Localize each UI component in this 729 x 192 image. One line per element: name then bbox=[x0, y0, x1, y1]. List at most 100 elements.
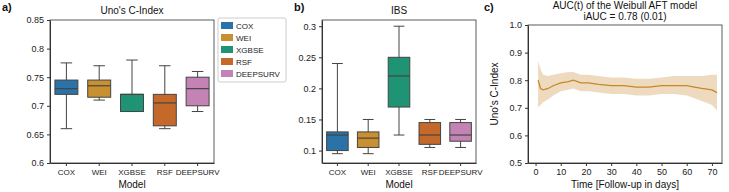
tick-mark bbox=[132, 163, 133, 166]
tick-mark bbox=[429, 163, 430, 166]
tick-mark bbox=[66, 163, 67, 166]
tick: 0.75 bbox=[26, 73, 50, 83]
tick-mark bbox=[525, 25, 528, 26]
tick-label: 50 bbox=[657, 167, 667, 177]
tick: 1.0 bbox=[509, 20, 528, 30]
tick-mark bbox=[47, 49, 50, 50]
tick-mark bbox=[319, 57, 322, 58]
tick-mark bbox=[164, 163, 165, 166]
median bbox=[388, 75, 410, 76]
tick-label: 0 bbox=[534, 167, 539, 177]
tick-label: 0.7 bbox=[509, 103, 522, 113]
x-axis-title: Time [Follow-up in days] bbox=[571, 179, 679, 190]
axis-line bbox=[529, 163, 723, 164]
tick-label: WEI bbox=[92, 168, 107, 177]
tick-label: 60 bbox=[682, 167, 692, 177]
whisker-cap bbox=[363, 119, 374, 120]
legend-label: RSF bbox=[236, 58, 252, 67]
tick-mark bbox=[460, 163, 461, 166]
legend-label: WEI bbox=[236, 34, 251, 43]
tick-mark bbox=[611, 163, 612, 166]
box bbox=[121, 94, 144, 111]
tick: COX bbox=[329, 163, 347, 177]
whisker-cap bbox=[192, 71, 203, 72]
tick-mark bbox=[525, 135, 528, 136]
tick-label: RSF bbox=[157, 168, 173, 177]
legend-box bbox=[218, 18, 286, 82]
tick-mark bbox=[687, 163, 688, 166]
tick-mark bbox=[47, 163, 50, 164]
whisker bbox=[66, 63, 67, 129]
median bbox=[88, 85, 111, 86]
line bbox=[538, 80, 717, 92]
tick-mark bbox=[319, 119, 322, 120]
whisker-cap bbox=[159, 65, 170, 66]
median bbox=[121, 94, 144, 95]
tick: 0.7 bbox=[509, 103, 528, 113]
tick-label: 0.3 bbox=[303, 22, 316, 32]
y-axis: 0.5 0.6 0.7 0.8 0.9 1.0 bbox=[509, 20, 528, 168]
tick: 0.25 bbox=[298, 53, 322, 63]
box bbox=[357, 132, 379, 148]
tick-mark bbox=[337, 163, 338, 166]
tick-label: 0.8 bbox=[509, 76, 522, 86]
tick: 0.8 bbox=[509, 76, 528, 86]
tick: 0.6 bbox=[31, 158, 50, 168]
whisker-cap bbox=[424, 119, 435, 120]
tick-label: 0.25 bbox=[298, 53, 316, 63]
median bbox=[327, 134, 349, 135]
x-axis: COXWEIXGBSERSFDEEPSURV bbox=[323, 163, 484, 177]
tick-label: 10 bbox=[556, 167, 566, 177]
whisker-cap bbox=[159, 128, 170, 129]
tick-label: DEEPSURV bbox=[176, 168, 221, 177]
legend-swatch bbox=[221, 70, 233, 77]
tick-label: 70 bbox=[707, 167, 717, 177]
plot-frame bbox=[50, 20, 214, 163]
axis-line bbox=[50, 21, 51, 164]
tick-label: 30 bbox=[607, 167, 617, 177]
y-axis-title: Uno's C-Index bbox=[489, 62, 500, 125]
tick: 0.9 bbox=[509, 48, 528, 58]
tick-mark bbox=[525, 163, 528, 164]
tick-label: 0.5 bbox=[509, 158, 522, 168]
tick-label: 0.6 bbox=[31, 158, 44, 168]
plot-frame bbox=[322, 20, 476, 163]
legend-label: DEEPSURV bbox=[236, 70, 281, 79]
whisker-cap bbox=[126, 60, 137, 61]
x-axis: COXWEIXGBSERSFDEEPSURV bbox=[51, 163, 221, 177]
whisker-cap bbox=[93, 65, 104, 66]
tick-mark bbox=[47, 77, 50, 78]
tick-label: 0.8 bbox=[31, 44, 44, 54]
tick: 60 bbox=[682, 163, 692, 177]
tick-mark bbox=[47, 106, 50, 107]
tick-label: 0.6 bbox=[509, 131, 522, 141]
box bbox=[327, 132, 349, 151]
marks bbox=[327, 26, 472, 153]
x-axis-title: Model bbox=[118, 179, 145, 190]
tick: XGBSE bbox=[385, 163, 413, 177]
whisker-cap bbox=[93, 100, 104, 101]
tick: DEEPSURV bbox=[439, 163, 484, 177]
tick-label: WEI bbox=[361, 168, 376, 177]
tick-mark bbox=[662, 163, 663, 166]
legend-label: XGBSE bbox=[236, 46, 264, 55]
tick-mark bbox=[319, 151, 322, 152]
whisker-cap bbox=[424, 147, 435, 148]
tick: 0.85 bbox=[26, 15, 50, 25]
axis-line bbox=[322, 21, 323, 164]
tick-label: COX bbox=[329, 168, 347, 177]
x-axis: 010203040506070 bbox=[529, 163, 723, 177]
median bbox=[450, 134, 472, 135]
subtitle: iAUC = 0.78 (0.01) bbox=[583, 11, 666, 22]
tick: RSF bbox=[157, 163, 173, 177]
tick-label: 0.1 bbox=[303, 146, 316, 156]
y-axis: 0.60.650.70.750.80.85 bbox=[26, 15, 50, 168]
tick: WEI bbox=[361, 163, 376, 177]
tick: 30 bbox=[607, 163, 617, 177]
tick-mark bbox=[525, 108, 528, 109]
box bbox=[186, 77, 209, 106]
legend-label: COX bbox=[236, 22, 254, 31]
tick: XGBSE bbox=[118, 163, 146, 177]
panel-label: b) bbox=[294, 1, 305, 13]
tick: 50 bbox=[657, 163, 667, 177]
